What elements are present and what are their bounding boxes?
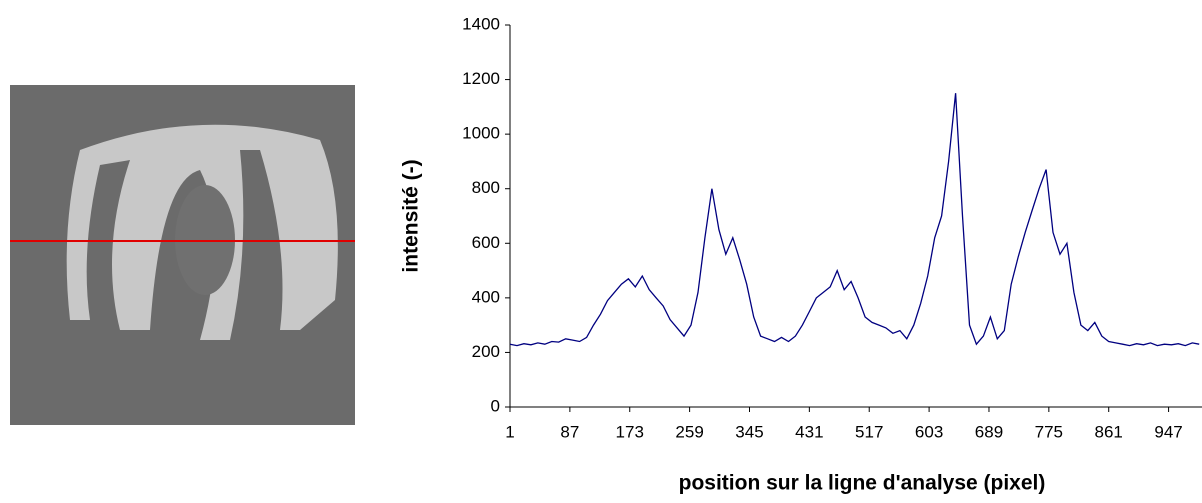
x-tick-label: 861: [1095, 422, 1123, 441]
x-tick-label: 431: [795, 422, 823, 441]
y-tick-label: 800: [472, 178, 500, 197]
x-tick-label: 517: [855, 422, 883, 441]
y-tick-label: 400: [472, 287, 500, 306]
y-tick-label: 1200: [462, 69, 500, 88]
x-tick-label: 87: [560, 422, 579, 441]
x-tick-label: 1: [505, 422, 514, 441]
y-tick-label: 1000: [462, 124, 500, 143]
x-tick-label: 603: [915, 422, 943, 441]
x-tick-label: 173: [616, 422, 644, 441]
y-axis-label: intensité (-): [400, 159, 423, 272]
x-tick-label: 775: [1035, 422, 1063, 441]
x-tick-label: 689: [975, 422, 1003, 441]
photo: [10, 85, 355, 425]
y-tick-label: 600: [472, 233, 500, 252]
x-axis-label: position sur la ligne d'analyse (pixel): [679, 472, 1046, 495]
y-tick-label: 0: [491, 396, 500, 415]
y-tick-label: 1400: [462, 14, 500, 33]
x-tick-label: 947: [1154, 422, 1182, 441]
x-tick-label: 345: [735, 422, 763, 441]
x-tick-label: 259: [675, 422, 703, 441]
y-tick-label: 200: [472, 342, 500, 361]
data-line: [509, 93, 1200, 347]
